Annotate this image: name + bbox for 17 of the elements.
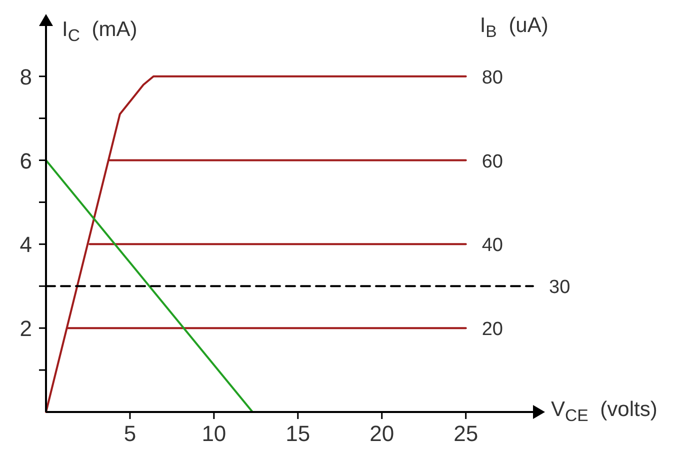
y-tick-label: 4 — [20, 232, 32, 258]
y-tick-label: 2 — [20, 316, 32, 342]
x-tick-label: 20 — [370, 421, 394, 446]
series-label: 20 — [482, 319, 503, 340]
x-tick-label: 15 — [286, 421, 310, 446]
series-label: 80 — [482, 67, 503, 88]
series-label: 60 — [482, 151, 503, 172]
legend-title: I$_{B}$ (uA) — [480, 14, 548, 42]
series-label: 40 — [482, 235, 503, 256]
series-label: 30 — [549, 277, 570, 298]
x-tick-label: 25 — [454, 421, 478, 446]
y-tick-label: 8 — [20, 64, 32, 90]
x-axis-title: V$_{CE}$ (volts) — [551, 398, 658, 426]
y-tick-label: 6 — [20, 148, 32, 174]
x-tick-label: 5 — [124, 421, 136, 446]
x-tick-label: 10 — [202, 421, 226, 446]
y-axis-title: I$_{C}$ (mA) — [62, 18, 138, 46]
